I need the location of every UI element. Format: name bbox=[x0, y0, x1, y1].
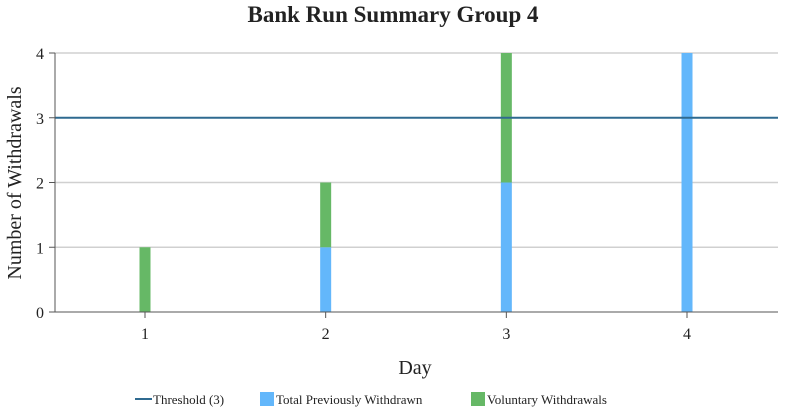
y-tick-label: 1 bbox=[36, 240, 44, 257]
legend-label-previously-withdrawn: Total Previously Withdrawn bbox=[276, 392, 423, 407]
bar-previously-withdrawn-day-3 bbox=[500, 182, 512, 312]
legend: Threshold (3) Total Previously Withdrawn V… bbox=[135, 392, 607, 407]
bar-voluntary-day-1 bbox=[139, 247, 151, 312]
y-axis-ticks: 0 1 2 3 4 bbox=[36, 46, 55, 322]
x-axis-title: Day bbox=[398, 357, 431, 379]
x-tick-label: 1 bbox=[141, 326, 149, 343]
legend-threshold-label: Threshold (3) bbox=[153, 392, 224, 407]
legend-swatch-voluntary bbox=[471, 392, 485, 406]
legend-label-voluntary: Voluntary Withdrawals bbox=[487, 392, 607, 407]
grid-lines bbox=[55, 52, 778, 248]
bar-previously-withdrawn-day-4 bbox=[681, 53, 693, 312]
x-axis-ticks: 1 2 3 4 bbox=[141, 312, 691, 343]
y-tick-label: 4 bbox=[36, 46, 44, 63]
bar-voluntary-day-2 bbox=[320, 182, 332, 248]
y-tick-label: 0 bbox=[36, 305, 44, 322]
x-tick-label: 4 bbox=[683, 326, 691, 343]
y-axis-title: Number of Withdrawals bbox=[4, 86, 26, 279]
x-tick-label: 2 bbox=[322, 326, 330, 343]
x-tick-label: 3 bbox=[502, 326, 510, 343]
bar-previously-withdrawn-day-2 bbox=[320, 247, 332, 312]
y-tick-label: 2 bbox=[36, 176, 44, 193]
chart-title: Bank Run Summary Group 4 bbox=[248, 2, 539, 27]
y-tick-label: 3 bbox=[36, 111, 44, 128]
legend-swatch-previously-withdrawn bbox=[260, 392, 274, 406]
